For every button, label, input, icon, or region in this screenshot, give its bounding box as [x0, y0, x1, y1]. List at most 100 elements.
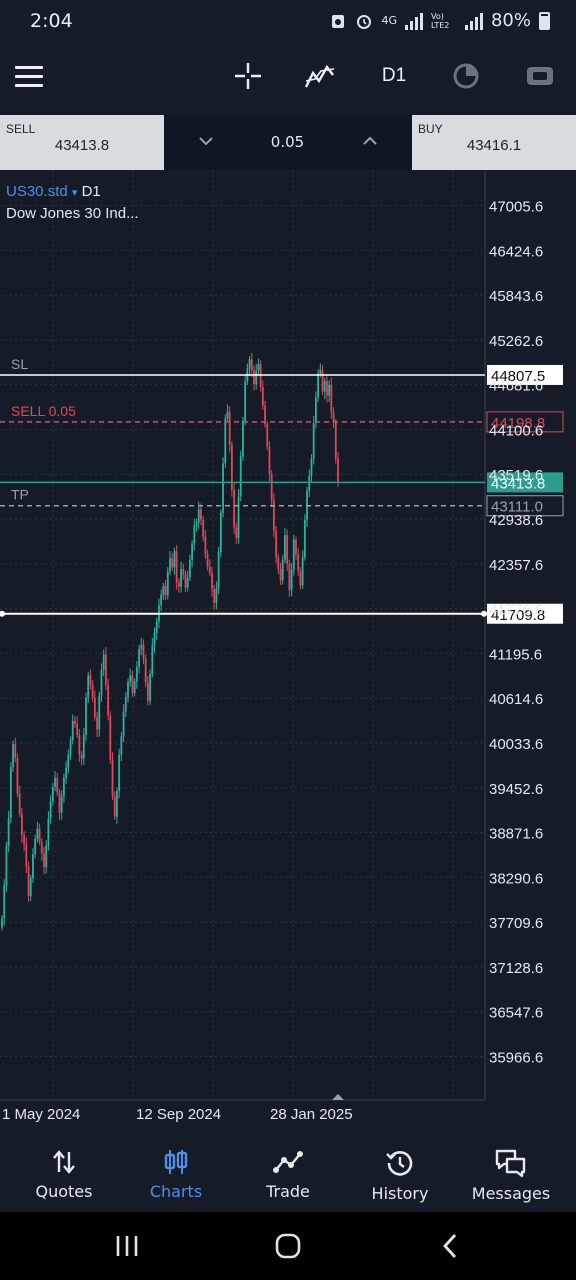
price-tick-label: 36547.6 [489, 1005, 543, 1022]
symbol-dropdown-icon[interactable]: ▾ [71, 187, 78, 199]
clock-icon[interactable] [448, 56, 484, 96]
candle-body [326, 380, 328, 396]
recent-apps-icon[interactable] [114, 1230, 140, 1262]
price-tick-label: 38290.6 [489, 870, 543, 887]
candle-body [314, 397, 317, 424]
price-tick-label: 40614.6 [489, 691, 543, 708]
level-price-box [487, 364, 563, 385]
candle-body [5, 845, 8, 886]
symbol-label[interactable]: US30.std [6, 183, 68, 200]
messages-icon [495, 1149, 526, 1178]
nav-quotes[interactable]: Quotes [9, 1140, 119, 1201]
volume-input[interactable]: 0.05 [270, 133, 305, 151]
candle-body [82, 734, 85, 759]
indicators-icon[interactable] [302, 56, 338, 96]
back-icon[interactable] [438, 1230, 462, 1262]
sell-label: SELL [6, 122, 36, 136]
level-price-label: 43413.8 [491, 475, 545, 492]
price-tick-label: 45843.6 [489, 288, 543, 305]
crosshair-handle[interactable] [0, 610, 5, 617]
price-tick-label: 35966.6 [489, 1050, 543, 1067]
candle-body [290, 569, 293, 590]
buy-button[interactable]: BUY 43416.1 [412, 115, 576, 170]
timeframe-button[interactable]: D1 [381, 65, 407, 86]
menu-icon[interactable] [12, 56, 46, 96]
nav-messages-label: Messages [471, 1184, 551, 1203]
status-time: 2:04 [30, 10, 73, 32]
candle-body [93, 697, 96, 718]
candle-body [253, 370, 255, 385]
volume-increase-icon[interactable] [358, 131, 382, 151]
candle-body [14, 744, 17, 758]
nav-trade[interactable]: Trade [233, 1140, 343, 1201]
nav-history[interactable]: History [345, 1140, 455, 1203]
home-icon[interactable] [272, 1230, 304, 1262]
volume-decrease-icon[interactable] [194, 131, 218, 151]
nav-quotes-label: Quotes [35, 1182, 93, 1201]
candle-body [248, 359, 251, 369]
candle-body [301, 557, 304, 586]
price-tick-label: 42357.6 [489, 557, 543, 574]
candle-body [144, 658, 147, 683]
level-price-label: 44198.8 [491, 415, 545, 432]
candle-body [332, 412, 335, 423]
nav-messages[interactable]: Messages [456, 1140, 566, 1203]
instrument-name: Dow Jones 30 Ind... [6, 205, 139, 222]
candle-body [195, 522, 198, 526]
network-type: 4G [381, 14, 397, 27]
candle-body [277, 557, 280, 570]
battery-icon [539, 11, 550, 30]
crosshair-handle[interactable] [481, 610, 487, 617]
candle-body [297, 554, 300, 572]
price-tick-label: 44681.6 [489, 378, 543, 395]
candle-body [32, 854, 34, 879]
candle-body [109, 715, 112, 760]
candle-body [43, 853, 45, 868]
candle-body [133, 681, 136, 694]
status-icons: 4G Vo) LTE2 80% [329, 10, 550, 31]
chart-symbol-header[interactable]: US30.std ▾ D1 [6, 183, 101, 200]
candle-body [60, 796, 63, 813]
candle-body [45, 845, 48, 868]
time-tick-label: 28 Jan 2025 [270, 1106, 353, 1123]
candle-body [233, 489, 236, 528]
candle-body [244, 381, 247, 422]
candle-body [175, 551, 178, 583]
trade-panel-icon[interactable] [522, 56, 558, 96]
candle-body [211, 572, 213, 590]
candle-body [67, 754, 70, 768]
candle-body [197, 508, 200, 523]
candle-body [155, 621, 158, 634]
candle-body [153, 633, 156, 646]
crosshair-icon[interactable] [230, 56, 266, 96]
bottom-navigation: Quotes Charts Trade History Messages [0, 1140, 576, 1212]
candle-body [328, 384, 331, 396]
candle-body [184, 574, 187, 588]
candle-body [288, 563, 291, 590]
candle-body [146, 682, 149, 701]
candle-body [85, 697, 87, 735]
candle-body [135, 666, 138, 682]
price-chart[interactable]: 44807.5 SL 44198.8 SELL 0.05 43413.8 43111.0 T… [0, 170, 576, 1130]
nav-trade-label: Trade [266, 1182, 310, 1201]
candle-body [140, 644, 143, 650]
candle-body [235, 527, 238, 539]
candle-body [12, 744, 14, 768]
candle-body [171, 558, 174, 568]
chart-shift-marker[interactable] [332, 1094, 344, 1100]
candle-body [281, 559, 284, 581]
price-tick-label: 44100.6 [489, 422, 543, 439]
candle-body [149, 673, 152, 701]
candle-body [191, 543, 194, 560]
volte-label: Vo) LTE2 [430, 11, 450, 30]
candle-body [242, 421, 244, 457]
buy-label: BUY [418, 122, 443, 136]
nav-charts[interactable]: Charts [121, 1140, 231, 1201]
candle-body [188, 559, 191, 578]
candle-body [272, 500, 275, 532]
status-bar: 2:04 4G Vo) LTE2 80% [0, 0, 576, 42]
notification-icon [332, 14, 345, 28]
sell-button[interactable]: SELL 43413.8 [0, 115, 164, 170]
candle-body [54, 777, 56, 788]
candle-body [91, 684, 94, 698]
